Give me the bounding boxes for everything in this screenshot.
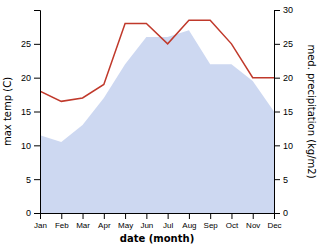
tick: Feb xyxy=(55,213,69,230)
tick-mark xyxy=(274,44,280,45)
tick-mark xyxy=(168,213,169,219)
tick-label: Sep xyxy=(204,221,219,230)
tick-mark xyxy=(34,213,40,214)
tick: 20 xyxy=(274,73,293,83)
tick-mark xyxy=(231,213,232,219)
chart: JanFebMarAprMayJunJulAugSepOctNovDec0510… xyxy=(0,0,318,247)
tick: 25 xyxy=(274,39,293,49)
tick-label: 15 xyxy=(283,107,293,117)
tick: 0 xyxy=(274,208,288,218)
axis-line xyxy=(34,11,41,214)
tick-mark xyxy=(146,213,147,219)
x-axis-title: date (month) xyxy=(120,233,194,244)
tick-label: Oct xyxy=(226,221,239,230)
tick-mark xyxy=(34,44,40,45)
y-axis: 0 5 10 15 20 25 xyxy=(21,11,41,219)
tick-mark xyxy=(253,213,254,219)
tick: Jul xyxy=(163,213,173,230)
tick: 15 xyxy=(274,107,293,117)
tick-label: 30 xyxy=(283,5,293,15)
tick: 30 xyxy=(274,5,293,15)
tick: Oct xyxy=(226,213,239,230)
tick-mark xyxy=(34,78,40,79)
tick-mark xyxy=(189,213,190,219)
tick: Apr xyxy=(98,213,111,230)
area xyxy=(40,30,274,213)
tick: 25 xyxy=(21,39,40,49)
tick-mark xyxy=(274,112,280,113)
tick: Jan xyxy=(34,213,47,230)
tick-label: Jul xyxy=(163,221,173,230)
tick-label: 0 xyxy=(283,208,288,218)
tick-label: Nov xyxy=(246,221,260,230)
tick-label: Dec xyxy=(267,221,281,230)
tick: Mar xyxy=(76,213,90,230)
tick-mark xyxy=(34,145,40,146)
tick-label: 15 xyxy=(21,107,31,117)
tick-label: 5 xyxy=(26,175,31,185)
tick-label: 10 xyxy=(21,141,31,151)
x-axis: Jan Feb Mar Apr May Jun Jul Aug Sep Oct Nov Dec xyxy=(34,213,282,230)
tick: 0 xyxy=(26,208,40,218)
y2-axis-title: med. precipitation (kg/m2) xyxy=(306,44,317,178)
tick-mark xyxy=(210,213,211,219)
tick-mark xyxy=(274,179,280,180)
tick: Aug xyxy=(182,213,196,230)
line xyxy=(40,20,274,101)
tick: May xyxy=(118,213,133,230)
tick-mark xyxy=(34,112,40,113)
tick-label: 25 xyxy=(283,39,293,49)
tick-label: 20 xyxy=(21,73,31,83)
tick-label: Mar xyxy=(76,221,90,230)
tick-label: 5 xyxy=(283,175,288,185)
y2-axis: 0 5 10 15 20 25 30 xyxy=(274,5,293,218)
y-axis-title: max temp (C) xyxy=(2,77,13,146)
tick-label: 25 xyxy=(21,39,31,49)
tick-mark xyxy=(274,213,280,214)
tick-mark xyxy=(83,213,84,219)
tick: 5 xyxy=(26,175,40,185)
tick-label: Feb xyxy=(55,221,69,230)
tick-label: Jun xyxy=(140,221,153,230)
tick: 5 xyxy=(274,175,288,185)
tick-mark xyxy=(104,213,105,219)
tick-label: 10 xyxy=(283,141,293,151)
tick: 10 xyxy=(21,141,40,151)
tick-mark xyxy=(274,145,280,146)
tick-label: Jan xyxy=(34,221,47,230)
tick: Jun xyxy=(140,213,153,230)
tick: 20 xyxy=(21,73,40,83)
tick: 15 xyxy=(21,107,40,117)
tick-mark xyxy=(61,213,62,219)
tick-label: May xyxy=(118,221,133,230)
axis-line xyxy=(41,214,275,220)
marks xyxy=(40,20,274,213)
tick-label: 20 xyxy=(283,73,293,83)
tick-mark xyxy=(274,10,280,11)
tick-mark xyxy=(274,78,280,79)
tick-mark xyxy=(34,179,40,180)
tick: 10 xyxy=(274,141,293,151)
tick: Sep xyxy=(204,213,219,230)
plot: JanFebMarAprMayJunJulAugSepOctNovDec0510… xyxy=(21,5,293,229)
tick-label: Apr xyxy=(98,221,111,230)
axis-line xyxy=(275,11,281,214)
tick: Nov xyxy=(246,213,260,230)
tick-label: Aug xyxy=(182,221,196,230)
tick-label: 0 xyxy=(26,208,31,218)
tick: Dec xyxy=(267,213,281,230)
tick-mark xyxy=(125,213,126,219)
